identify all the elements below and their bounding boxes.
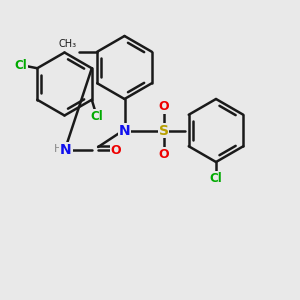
Text: O: O: [158, 148, 169, 161]
Text: O: O: [158, 100, 169, 113]
Text: Cl: Cl: [210, 172, 222, 185]
Text: CH₃: CH₃: [58, 39, 76, 49]
Text: H: H: [54, 144, 63, 154]
Text: Cl: Cl: [14, 59, 27, 72]
Text: N: N: [119, 124, 130, 137]
Text: S: S: [158, 124, 169, 137]
Text: O: O: [110, 143, 121, 157]
Text: N: N: [60, 143, 72, 157]
Text: Cl: Cl: [90, 110, 103, 123]
